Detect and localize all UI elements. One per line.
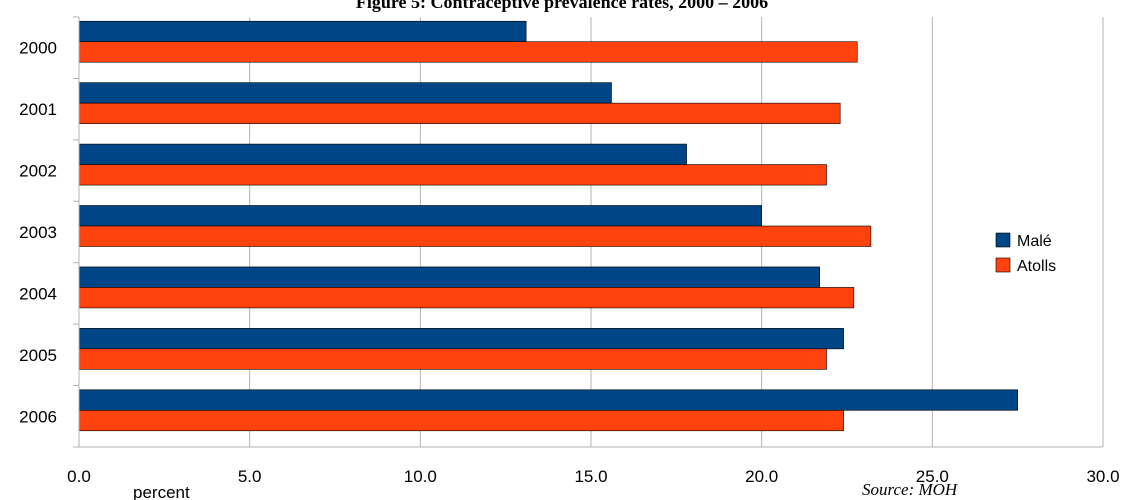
chart-title: Figure 5: Contraceptive prevalence rates… — [356, 0, 768, 12]
bar-mal--2002 — [78, 143, 687, 165]
x-tick-label: 25.0 — [916, 467, 949, 486]
legend-swatch — [995, 257, 1011, 273]
x-tick-label: 30.0 — [1086, 467, 1119, 486]
legend-swatch — [995, 232, 1011, 248]
bar-mal--2001 — [78, 82, 612, 104]
bars — [78, 20, 1018, 432]
bar-atolls-2006 — [78, 409, 844, 432]
y-tick-label: 2002 — [19, 162, 57, 181]
bar-atolls-2005 — [78, 348, 827, 370]
bar-atolls-2002 — [78, 164, 827, 186]
y-tick-label: 2006 — [19, 407, 57, 426]
bar-atolls-2004 — [78, 287, 855, 309]
bar-mal--2005 — [78, 328, 844, 350]
bar-atolls-2000 — [78, 41, 858, 63]
bar-atolls-2003 — [78, 225, 872, 247]
y-tick-label: 2000 — [19, 39, 57, 58]
axes: 0.0 5.0 10.0 15.0 20.0 25.0 30.0 2000 2001 2002 20… — [19, 16, 1120, 486]
x-tick-label: 15.0 — [574, 467, 607, 486]
source-note: Source: MOH — [862, 480, 959, 499]
x-tick-label: 5.0 — [238, 467, 262, 486]
x-tick-label: 10.0 — [404, 467, 437, 486]
y-tick-label: 2003 — [19, 223, 57, 242]
x-tick-label: 0.0 — [67, 467, 91, 486]
y-tick-label: 2004 — [19, 284, 57, 303]
x-tick-label: 20.0 — [745, 467, 778, 486]
legend: Malé Atolls — [995, 232, 1056, 275]
bar-mal--2000 — [78, 20, 527, 43]
legend-label: Atolls — [1017, 258, 1056, 275]
bar-mal--2003 — [78, 205, 762, 227]
y-tick-label: 2005 — [19, 346, 57, 365]
bar-atolls-2001 — [78, 102, 841, 124]
x-axis-label: percent — [133, 483, 190, 500]
bar-mal--2004 — [78, 266, 820, 288]
bar-mal--2006 — [78, 389, 1018, 411]
y-tick-label: 2001 — [19, 100, 57, 119]
legend-label: Malé — [1017, 233, 1052, 250]
